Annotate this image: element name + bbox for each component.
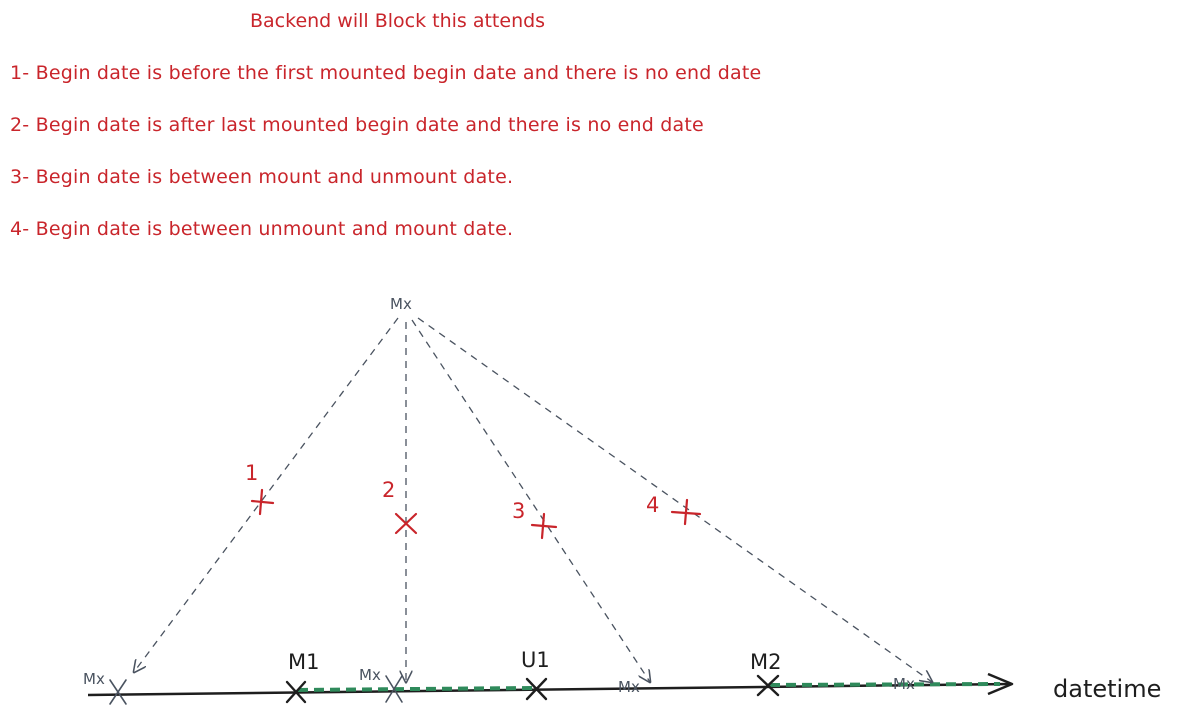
- axis-label: datetime: [1053, 675, 1161, 703]
- rule-2: 2- Begin date is after last mounted begi…: [10, 114, 704, 136]
- case-1-marker: [250, 499, 275, 505]
- case-number-1: 1: [245, 461, 258, 485]
- rule-3: 3- Begin date is between mount and unmou…: [10, 166, 514, 188]
- arrow-case-3: [411, 319, 650, 682]
- axis-arrowhead: [987, 672, 1014, 696]
- rule-1: 1- Begin date is before the first mounte…: [10, 62, 762, 84]
- target-4-mx-label: Mx: [893, 675, 915, 693]
- mounted-period-m1-u1: [297, 686, 534, 692]
- rule-4: 4- Begin date is between unmount and mou…: [10, 218, 514, 240]
- target-2-mx-label: Mx: [359, 666, 381, 684]
- arrow-case-1: [134, 317, 399, 672]
- m2-label: M2: [750, 650, 781, 674]
- case-number-3: 3: [512, 499, 525, 523]
- arrow-case-4: [417, 317, 932, 682]
- m1-label: M1: [288, 650, 319, 674]
- u1-label: U1: [521, 648, 550, 672]
- case-number-4: 4: [646, 493, 659, 517]
- target-1-mx-label: Mx: [83, 670, 105, 688]
- diagram-heading: Backend will Block this attends: [250, 10, 546, 32]
- target-3-mx-label: Mx: [618, 678, 640, 696]
- mounted-period-m2: [769, 682, 1001, 687]
- source-mx-label: Mx: [390, 295, 412, 313]
- case-number-2: 2: [382, 478, 395, 502]
